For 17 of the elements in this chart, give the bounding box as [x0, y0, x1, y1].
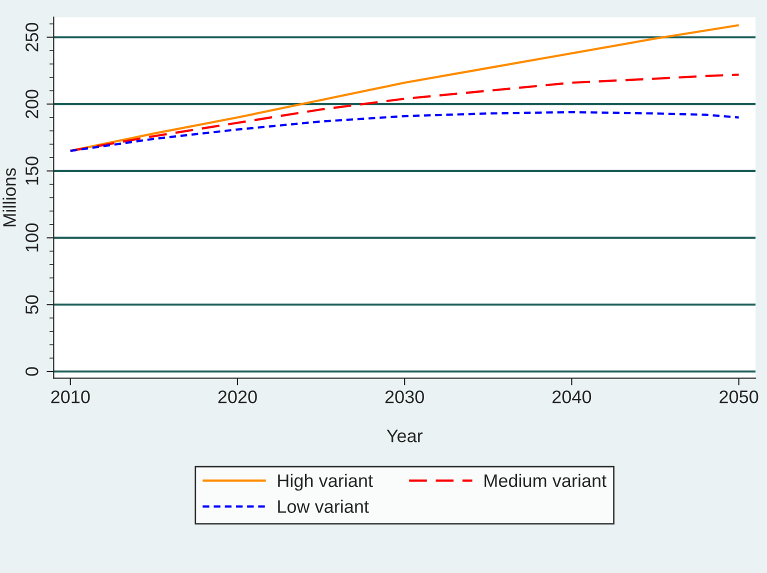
- y-tick-label: 250: [26, 22, 38, 52]
- y-tick-label: 200: [26, 90, 38, 118]
- x-tick-label: 2020: [218, 390, 257, 404]
- legend-label: High variant: [278, 474, 373, 491]
- line-series: [69, 111, 740, 152]
- legend-label: Low variant: [278, 500, 369, 513]
- y-tick-label: 0: [26, 367, 38, 376]
- x-tick-label: 2010: [51, 390, 90, 404]
- y-tick-label: 150: [26, 156, 38, 185]
- legend-label: Medium variant: [484, 474, 606, 488]
- y-axis-title: Millions: [2, 168, 16, 226]
- x-tick-label: 2040: [552, 390, 592, 404]
- y-tick-label: 100: [26, 223, 38, 252]
- x-tick-label: 2050: [720, 390, 758, 404]
- y-tick-label: 50: [26, 295, 38, 314]
- x-tick-label: 2030: [385, 390, 424, 404]
- x-axis-title: Year: [386, 430, 423, 442]
